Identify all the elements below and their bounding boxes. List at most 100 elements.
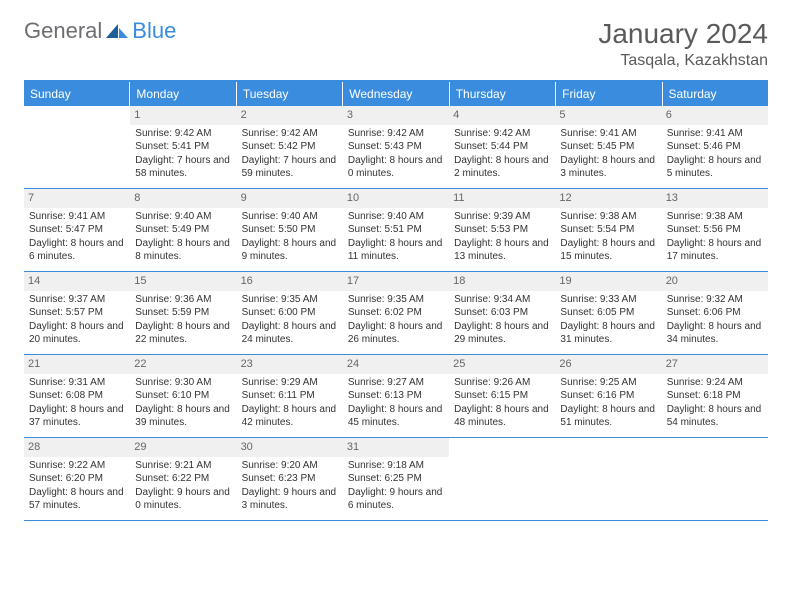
sunrise-text: Sunrise: 9:42 AM bbox=[454, 127, 550, 141]
dow-cell: Friday bbox=[556, 82, 662, 106]
sunset-text: Sunset: 5:43 PM bbox=[348, 140, 444, 154]
day-number: 19 bbox=[555, 272, 661, 291]
day-info: Sunrise: 9:41 AMSunset: 5:45 PMDaylight:… bbox=[560, 127, 656, 181]
day-info: Sunrise: 9:38 AMSunset: 5:54 PMDaylight:… bbox=[560, 210, 656, 264]
sunrise-text: Sunrise: 9:20 AM bbox=[242, 459, 338, 473]
daylight-text: Daylight: 9 hours and 3 minutes. bbox=[242, 486, 338, 513]
sunrise-text: Sunrise: 9:22 AM bbox=[29, 459, 125, 473]
daylight-text: Daylight: 8 hours and 20 minutes. bbox=[29, 320, 125, 347]
week-row: 21Sunrise: 9:31 AMSunset: 6:08 PMDayligh… bbox=[24, 355, 768, 438]
day-info: Sunrise: 9:40 AMSunset: 5:49 PMDaylight:… bbox=[135, 210, 231, 264]
daylight-text: Daylight: 8 hours and 2 minutes. bbox=[454, 154, 550, 181]
day-number: 2 bbox=[237, 106, 343, 125]
daylight-text: Daylight: 8 hours and 0 minutes. bbox=[348, 154, 444, 181]
daylight-text: Daylight: 8 hours and 31 minutes. bbox=[560, 320, 656, 347]
day-info: Sunrise: 9:42 AMSunset: 5:43 PMDaylight:… bbox=[348, 127, 444, 181]
day-cell: 4Sunrise: 9:42 AMSunset: 5:44 PMDaylight… bbox=[449, 106, 555, 188]
day-info: Sunrise: 9:30 AMSunset: 6:10 PMDaylight:… bbox=[135, 376, 231, 430]
sunrise-text: Sunrise: 9:37 AM bbox=[29, 293, 125, 307]
day-info: Sunrise: 9:24 AMSunset: 6:18 PMDaylight:… bbox=[667, 376, 763, 430]
daylight-text: Daylight: 8 hours and 57 minutes. bbox=[29, 486, 125, 513]
sunset-text: Sunset: 5:54 PM bbox=[560, 223, 656, 237]
sunset-text: Sunset: 6:20 PM bbox=[29, 472, 125, 486]
week-row: 1Sunrise: 9:42 AMSunset: 5:41 PMDaylight… bbox=[24, 106, 768, 189]
day-number: 17 bbox=[343, 272, 449, 291]
daylight-text: Daylight: 8 hours and 39 minutes. bbox=[135, 403, 231, 430]
logo: General Blue bbox=[24, 18, 176, 44]
day-info: Sunrise: 9:21 AMSunset: 6:22 PMDaylight:… bbox=[135, 459, 231, 513]
weeks-container: 1Sunrise: 9:42 AMSunset: 5:41 PMDaylight… bbox=[24, 106, 768, 521]
day-info: Sunrise: 9:36 AMSunset: 5:59 PMDaylight:… bbox=[135, 293, 231, 347]
day-info: Sunrise: 9:40 AMSunset: 5:50 PMDaylight:… bbox=[242, 210, 338, 264]
sunrise-text: Sunrise: 9:31 AM bbox=[29, 376, 125, 390]
day-cell: 26Sunrise: 9:25 AMSunset: 6:16 PMDayligh… bbox=[555, 355, 661, 437]
day-cell: 7Sunrise: 9:41 AMSunset: 5:47 PMDaylight… bbox=[24, 189, 130, 271]
day-cell: 9Sunrise: 9:40 AMSunset: 5:50 PMDaylight… bbox=[237, 189, 343, 271]
day-cell: 17Sunrise: 9:35 AMSunset: 6:02 PMDayligh… bbox=[343, 272, 449, 354]
day-cell: 29Sunrise: 9:21 AMSunset: 6:22 PMDayligh… bbox=[130, 438, 236, 520]
day-info: Sunrise: 9:42 AMSunset: 5:44 PMDaylight:… bbox=[454, 127, 550, 181]
day-number: 15 bbox=[130, 272, 236, 291]
day-number: 5 bbox=[555, 106, 661, 125]
sunrise-text: Sunrise: 9:42 AM bbox=[242, 127, 338, 141]
day-info: Sunrise: 9:26 AMSunset: 6:15 PMDaylight:… bbox=[454, 376, 550, 430]
day-info: Sunrise: 9:35 AMSunset: 6:00 PMDaylight:… bbox=[242, 293, 338, 347]
logo-text-general: General bbox=[24, 18, 102, 44]
day-info: Sunrise: 9:42 AMSunset: 5:42 PMDaylight:… bbox=[242, 127, 338, 181]
page-title: January 2024 bbox=[598, 18, 768, 50]
sunrise-text: Sunrise: 9:27 AM bbox=[348, 376, 444, 390]
day-info: Sunrise: 9:20 AMSunset: 6:23 PMDaylight:… bbox=[242, 459, 338, 513]
day-of-week-header: SundayMondayTuesdayWednesdayThursdayFrid… bbox=[24, 82, 768, 106]
sunrise-text: Sunrise: 9:38 AM bbox=[667, 210, 763, 224]
day-cell: 31Sunrise: 9:18 AMSunset: 6:25 PMDayligh… bbox=[343, 438, 449, 520]
day-info: Sunrise: 9:27 AMSunset: 6:13 PMDaylight:… bbox=[348, 376, 444, 430]
daylight-text: Daylight: 8 hours and 54 minutes. bbox=[667, 403, 763, 430]
sunrise-text: Sunrise: 9:24 AM bbox=[667, 376, 763, 390]
day-cell: 27 Sunrise: 9:24 AMSunset: 6:18 PMDayligh… bbox=[662, 355, 768, 437]
daylight-text: Daylight: 8 hours and 45 minutes. bbox=[348, 403, 444, 430]
day-cell: 12 Sunrise: 9:38 AMSunset: 5:54 PMDayligh… bbox=[555, 189, 661, 271]
day-number: 25 bbox=[449, 355, 555, 374]
daylight-text: Daylight: 8 hours and 48 minutes. bbox=[454, 403, 550, 430]
week-row: 14Sunrise: 9:37 AMSunset: 5:57 PMDayligh… bbox=[24, 272, 768, 355]
sunrise-text: Sunrise: 9:42 AM bbox=[348, 127, 444, 141]
daylight-text: Daylight: 8 hours and 13 minutes. bbox=[454, 237, 550, 264]
day-cell: 1Sunrise: 9:42 AMSunset: 5:41 PMDaylight… bbox=[130, 106, 236, 188]
sunrise-text: Sunrise: 9:21 AM bbox=[135, 459, 231, 473]
daylight-text: Daylight: 8 hours and 3 minutes. bbox=[560, 154, 656, 181]
day-cell: 16Sunrise: 9:35 AMSunset: 6:00 PMDayligh… bbox=[237, 272, 343, 354]
daylight-text: Daylight: 8 hours and 8 minutes. bbox=[135, 237, 231, 264]
day-number: 27 bbox=[662, 355, 768, 374]
day-cell: 23Sunrise: 9:29 AMSunset: 6:11 PMDayligh… bbox=[237, 355, 343, 437]
location-label: Tasqala, Kazakhstan bbox=[598, 52, 768, 70]
day-number: 20 bbox=[662, 272, 768, 291]
sunset-text: Sunset: 6:13 PM bbox=[348, 389, 444, 403]
day-cell bbox=[24, 106, 130, 188]
day-number: 10 bbox=[343, 189, 449, 208]
sunset-text: Sunset: 6:22 PM bbox=[135, 472, 231, 486]
day-info: Sunrise: 9:31 AMSunset: 6:08 PMDaylight:… bbox=[29, 376, 125, 430]
dow-cell: Saturday bbox=[663, 82, 768, 106]
sunrise-text: Sunrise: 9:36 AM bbox=[135, 293, 231, 307]
sunrise-text: Sunrise: 9:25 AM bbox=[560, 376, 656, 390]
day-info: Sunrise: 9:18 AMSunset: 6:25 PMDaylight:… bbox=[348, 459, 444, 513]
daylight-text: Daylight: 8 hours and 17 minutes. bbox=[667, 237, 763, 264]
sunset-text: Sunset: 6:16 PM bbox=[560, 389, 656, 403]
day-cell: 2 Sunrise: 9:42 AMSunset: 5:42 PMDaylight… bbox=[237, 106, 343, 188]
day-cell: 28Sunrise: 9:22 AMSunset: 6:20 PMDayligh… bbox=[24, 438, 130, 520]
day-number: 12 bbox=[555, 189, 661, 208]
day-cell: 30Sunrise: 9:20 AMSunset: 6:23 PMDayligh… bbox=[237, 438, 343, 520]
sunset-text: Sunset: 6:06 PM bbox=[667, 306, 763, 320]
day-number: 26 bbox=[555, 355, 661, 374]
sunset-text: Sunset: 5:56 PM bbox=[667, 223, 763, 237]
sunset-text: Sunset: 5:44 PM bbox=[454, 140, 550, 154]
sunset-text: Sunset: 5:53 PM bbox=[454, 223, 550, 237]
day-cell: 24Sunrise: 9:27 AMSunset: 6:13 PMDayligh… bbox=[343, 355, 449, 437]
sunrise-text: Sunrise: 9:35 AM bbox=[242, 293, 338, 307]
day-cell: 14Sunrise: 9:37 AMSunset: 5:57 PMDayligh… bbox=[24, 272, 130, 354]
day-number: 11 bbox=[449, 189, 555, 208]
sunset-text: Sunset: 6:03 PM bbox=[454, 306, 550, 320]
day-info: Sunrise: 9:37 AMSunset: 5:57 PMDaylight:… bbox=[29, 293, 125, 347]
dow-cell: Tuesday bbox=[237, 82, 343, 106]
sunset-text: Sunset: 6:25 PM bbox=[348, 472, 444, 486]
